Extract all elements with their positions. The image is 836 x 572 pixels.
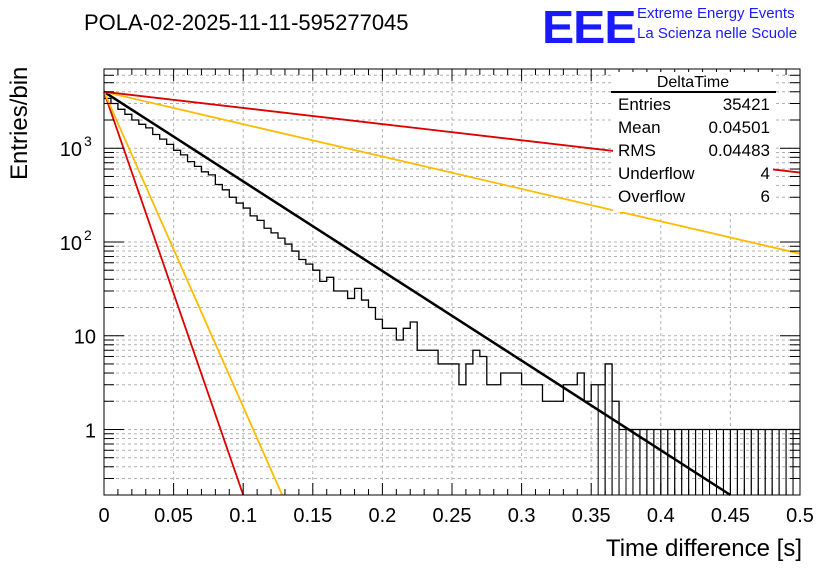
x-tick-label: 0.15 [293,505,332,527]
stats-row-label: Mean [618,118,661,137]
logo-line-1: Extreme Energy Events [637,5,795,22]
y-tick-exponent: 2 [84,227,92,243]
series-fit [103,90,732,497]
logo-line-2: La Scienza nelle Scuole [637,25,798,42]
grid-layer [104,69,800,495]
x-tick-label: 0.25 [433,505,472,527]
stats-row-value: 35421 [723,95,770,114]
stats-row-label: Overflow [618,187,686,206]
y-axis-label: Entries/bin [6,66,33,180]
stats-row-value: 6 [761,187,770,206]
series-red-steep [103,91,245,496]
stats-row-value: 0.04483 [709,141,770,160]
x-tick-label: 0 [98,505,109,527]
x-tick-label: 0.45 [711,505,750,527]
stats-row-label: Entries [618,95,671,114]
series-orange-steep [103,91,283,496]
x-tick-label: 0.5 [786,505,814,527]
eee-logo: EEE [542,1,637,53]
y-tick-label: 1 [85,420,96,442]
stats-rows: Entries 35421 Mean 0.04501 RMS 0.04483 Underfl… [618,95,770,206]
stats-row-value: 0.04501 [709,118,770,137]
x-tick-label: 0.4 [647,505,675,527]
tick-layer [103,68,801,496]
stats-row-label: Underflow [618,164,695,183]
stats-row-value: 4 [761,164,770,183]
y-tick-label: 10 [60,139,82,161]
histogram-layer [104,97,801,495]
stats-box: DeltaTime Entries 35421 Mean 0.04501 RMS 0.04… [611,72,776,212]
y-tick-label: 10 [74,327,96,349]
x-tick-label: 0.35 [572,505,611,527]
x-tick-label: 0.05 [154,505,193,527]
y-axis-label-wrap: Entries/bin [4,67,34,210]
x-tick-label: 0.3 [508,505,536,527]
x-tick-label: 0.2 [368,505,396,527]
x-tick-label: 0.1 [229,505,257,527]
series-orange-shallow [103,90,801,255]
chart-title: POLA-02-2025-11-11-595277045 [84,10,409,35]
x-tick-labels: 0 0.05 0.1 0.15 0.2 0.25 0.3 0.35 0.4 0.45 0.5 [98,505,813,527]
x-axis-label: Time difference [s] [605,535,802,562]
stats-title: DeltaTime [657,74,729,91]
stats-row-label: RMS [618,141,656,160]
y-tick-label: 10 [60,233,82,255]
y-tick-exponent: 3 [84,133,92,149]
